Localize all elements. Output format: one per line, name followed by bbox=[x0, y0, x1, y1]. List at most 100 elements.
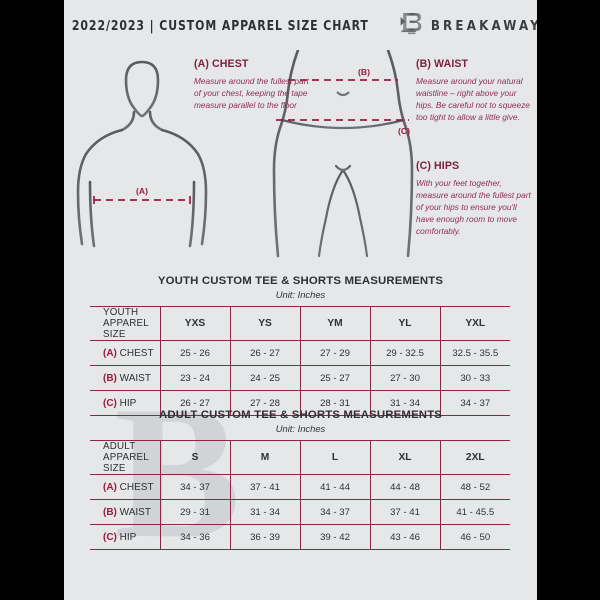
adult-cell-0-0: 34 - 37 bbox=[159, 474, 230, 500]
row-tag: (B) bbox=[103, 506, 117, 518]
youth-cell-0-4: 32.5 - 35.5 bbox=[439, 340, 510, 366]
hip-marker-label: (C) bbox=[398, 126, 410, 136]
youth-cell-2-0: 26 - 27 bbox=[159, 390, 230, 416]
note-waist-body: Measure around your natural waistline – … bbox=[416, 76, 530, 123]
note-waist-title: (B) WAIST bbox=[416, 58, 469, 70]
row-tag: (C) bbox=[103, 397, 117, 409]
note-hips-title: (C) HIPS bbox=[416, 160, 460, 172]
brand-lockup: BREAKAWAY bbox=[400, 11, 537, 42]
youth-unit: Unit: Inches bbox=[275, 289, 326, 300]
table-header-row: ADULT APPAREL SIZE S M L XL 2XL bbox=[90, 440, 510, 475]
size-chart-page: B 2022/2023 | CUSTOM APPAREL SIZE CHART bbox=[64, 0, 537, 600]
table-row: (C) HIP 26 - 27 27 - 28 28 - 31 31 - 34 … bbox=[90, 390, 510, 416]
youth-cell-1-2: 25 - 27 bbox=[299, 365, 370, 391]
youth-row-1-label: (B) WAIST bbox=[90, 365, 160, 391]
youth-cell-0-2: 27 - 29 bbox=[299, 340, 370, 366]
row-label: CHEST bbox=[116, 481, 154, 493]
adult-cell-2-1: 36 - 39 bbox=[229, 524, 300, 550]
youth-row-2-label: (C) HIP bbox=[90, 390, 160, 416]
note-hips-body: With your feet together, measure around … bbox=[416, 178, 531, 237]
row-label: HIP bbox=[116, 531, 137, 543]
breakaway-b-monogram-icon bbox=[400, 11, 422, 42]
adult-size-table: ADULT APPAREL SIZE S M L XL 2XL (A) CHES… bbox=[90, 440, 510, 550]
adult-col-0: S bbox=[159, 440, 230, 475]
youth-cell-0-1: 26 - 27 bbox=[229, 340, 300, 366]
youth-cell-2-2: 28 - 31 bbox=[299, 390, 370, 416]
youth-col-2: YM bbox=[299, 306, 370, 341]
waist-marker-label: (B) bbox=[358, 67, 370, 77]
note-hips: (C) HIPS With your feet together, measur… bbox=[416, 160, 536, 238]
youth-size-label: YOUTH APPAREL SIZE bbox=[90, 306, 160, 341]
note-waist: (B) WAIST Measure around your natural wa… bbox=[416, 58, 534, 123]
row-tag: (C) bbox=[103, 531, 117, 543]
youth-cell-1-1: 24 - 25 bbox=[229, 365, 300, 391]
upper-body-silhouette-icon bbox=[76, 60, 208, 248]
youth-cell-0-3: 29 - 32.5 bbox=[369, 340, 440, 366]
adult-section-heading: ADULT CUSTOM TEE & SHORTS MEASUREMENTS U… bbox=[64, 409, 537, 434]
measurement-illustration: (A) (B) (C) (A) CHEST Measure around the… bbox=[64, 50, 537, 270]
youth-title: YOUTH CUSTOM TEE & SHORTS MEASUREMENTS bbox=[157, 275, 444, 287]
youth-col-0: YXS bbox=[159, 306, 230, 341]
brand-name: BREAKAWAY bbox=[430, 18, 537, 34]
row-label: CHEST bbox=[116, 347, 154, 359]
table-row: (A) CHEST 25 - 26 26 - 27 27 - 29 29 - 3… bbox=[90, 340, 510, 366]
youth-cell-1-3: 27 - 30 bbox=[369, 365, 440, 391]
adult-cell-1-0: 29 - 31 bbox=[159, 499, 230, 525]
row-tag: (A) bbox=[103, 481, 117, 493]
adult-cell-1-4: 41 - 45.5 bbox=[439, 499, 510, 525]
adult-cell-0-2: 41 - 44 bbox=[299, 474, 370, 500]
chest-marker-label: (A) bbox=[136, 186, 148, 196]
adult-col-3: XL bbox=[369, 440, 440, 475]
table-row: (B) WAIST 29 - 31 31 - 34 34 - 37 37 - 4… bbox=[90, 499, 510, 525]
table-header-row: YOUTH APPAREL SIZE YXS YS YM YL YXL bbox=[90, 306, 510, 341]
adult-col-4: 2XL bbox=[439, 440, 510, 475]
body-diagram: (A) (B) (C) bbox=[76, 50, 414, 258]
youth-cell-2-4: 34 - 37 bbox=[439, 390, 510, 416]
adult-row-0-label: (A) CHEST bbox=[90, 474, 160, 500]
adult-cell-1-2: 34 - 37 bbox=[299, 499, 370, 525]
page-title: 2022/2023 | CUSTOM APPAREL SIZE CHART bbox=[72, 18, 369, 34]
youth-col-3: YL bbox=[369, 306, 440, 341]
adult-cell-1-3: 37 - 41 bbox=[369, 499, 440, 525]
page-header: 2022/2023 | CUSTOM APPAREL SIZE CHART bbox=[64, 0, 537, 52]
adult-size-label: ADULT APPAREL SIZE bbox=[90, 440, 160, 475]
youth-section-heading: YOUTH CUSTOM TEE & SHORTS MEASUREMENTS U… bbox=[64, 275, 537, 300]
adult-row-1-label: (B) WAIST bbox=[90, 499, 160, 525]
adult-cell-2-2: 39 - 42 bbox=[299, 524, 370, 550]
youth-row-0-label: (A) CHEST bbox=[90, 340, 160, 366]
chest-measure-line bbox=[93, 196, 191, 204]
youth-cell-1-0: 23 - 24 bbox=[159, 365, 230, 391]
note-chest-body: Measure around the fullest part of your … bbox=[194, 76, 309, 111]
adult-cell-2-3: 43 - 46 bbox=[369, 524, 440, 550]
adult-cell-2-0: 34 - 36 bbox=[159, 524, 230, 550]
row-label: HIP bbox=[116, 397, 137, 409]
youth-cell-2-1: 27 - 28 bbox=[229, 390, 300, 416]
row-label: WAIST bbox=[116, 372, 151, 384]
lower-body-silhouette-icon bbox=[272, 50, 414, 258]
adult-title: ADULT CUSTOM TEE & SHORTS MEASUREMENTS bbox=[158, 409, 443, 421]
adult-col-2: L bbox=[299, 440, 370, 475]
table-row: (A) CHEST 34 - 37 37 - 41 41 - 44 44 - 4… bbox=[90, 474, 510, 500]
youth-size-table: YOUTH APPAREL SIZE YXS YS YM YL YXL (A) … bbox=[90, 306, 510, 416]
adult-row-2-label: (C) HIP bbox=[90, 524, 160, 550]
row-label: WAIST bbox=[116, 506, 151, 518]
table-row: (C) HIP 34 - 36 36 - 39 39 - 42 43 - 46 … bbox=[90, 524, 510, 550]
adult-cell-1-1: 31 - 34 bbox=[229, 499, 300, 525]
adult-cell-0-1: 37 - 41 bbox=[229, 474, 300, 500]
adult-unit: Unit: Inches bbox=[275, 423, 326, 434]
note-chest: (A) CHEST Measure around the fullest par… bbox=[194, 58, 312, 111]
row-tag: (B) bbox=[103, 372, 117, 384]
adult-col-1: M bbox=[229, 440, 300, 475]
navel-mark bbox=[336, 91, 350, 97]
youth-cell-0-0: 25 - 26 bbox=[159, 340, 230, 366]
row-tag: (A) bbox=[103, 347, 117, 359]
youth-col-1: YS bbox=[229, 306, 300, 341]
youth-col-4: YXL bbox=[439, 306, 510, 341]
table-row: (B) WAIST 23 - 24 24 - 25 25 - 27 27 - 3… bbox=[90, 365, 510, 391]
adult-cell-0-3: 44 - 48 bbox=[369, 474, 440, 500]
youth-cell-1-4: 30 - 33 bbox=[439, 365, 510, 391]
adult-cell-2-4: 46 - 50 bbox=[439, 524, 510, 550]
youth-cell-2-3: 31 - 34 bbox=[369, 390, 440, 416]
note-chest-title: (A) CHEST bbox=[194, 58, 249, 70]
adult-cell-0-4: 48 - 52 bbox=[439, 474, 510, 500]
